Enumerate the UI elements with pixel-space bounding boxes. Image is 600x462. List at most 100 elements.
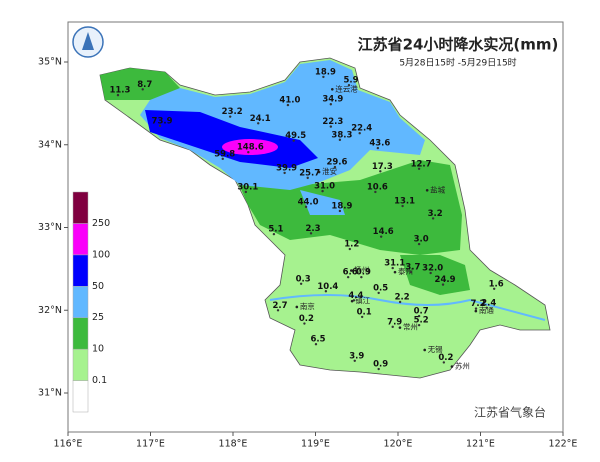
station-value: 23.2 <box>222 107 243 117</box>
source: 江苏省气象台 <box>474 405 546 420</box>
station-value: 22.3 <box>322 117 343 127</box>
station-dot <box>116 93 120 97</box>
station-value: 22.4 <box>351 124 372 134</box>
station-dot <box>286 103 290 107</box>
city-name: 常州 <box>403 323 418 332</box>
city-dot <box>317 170 321 174</box>
station-value: 29.6 <box>326 158 347 168</box>
city-name: 泰州 <box>398 266 413 276</box>
station-dot <box>346 275 350 279</box>
station-value: 0.2 <box>438 353 453 363</box>
station-dot <box>358 132 361 135</box>
city-dot <box>423 348 427 352</box>
station-value: 34.9 <box>322 95 343 105</box>
station-dot <box>283 171 286 175</box>
legend-label: 50 <box>92 281 104 292</box>
station-value: 6.5 <box>310 335 325 345</box>
legend-label: 100 <box>92 249 110 260</box>
station-dot <box>431 217 435 220</box>
lat-tick-label: 32°N <box>38 305 62 316</box>
lon-tick-label: 118°E <box>219 439 248 450</box>
station-value: 24.1 <box>250 114 271 124</box>
legend-swatch <box>72 254 89 287</box>
station-value: 2.4 <box>481 298 496 308</box>
city-name: 扬州 <box>354 265 369 275</box>
station-value: 3.0 <box>414 235 429 245</box>
station-value: 49.5 <box>285 131 306 141</box>
legend-swatch <box>72 191 89 224</box>
station-value: 7.9 <box>387 317 402 327</box>
city-dot <box>450 365 454 368</box>
station-dot <box>338 138 342 142</box>
station-value: 5.2 <box>414 316 429 326</box>
station-value: 31.0 <box>314 182 335 192</box>
lat-tick-label: 35°N <box>38 57 62 68</box>
rain-zone <box>145 110 318 168</box>
legend-label: 250 <box>92 218 110 229</box>
lat-tick-label: 31°N <box>38 388 62 399</box>
station-value: 1.6 <box>489 279 504 289</box>
station-dot <box>304 205 308 209</box>
city-name: 无锡 <box>428 345 443 354</box>
station-value: 43.6 <box>369 139 390 149</box>
station-value: 31.1 <box>384 259 405 269</box>
station-value: 10.4 <box>317 282 338 292</box>
station-dot <box>292 139 295 142</box>
station-dot <box>221 157 224 161</box>
legend-label: 0.1 <box>92 375 107 386</box>
station-value: 18.9 <box>315 67 336 77</box>
station-value: 12.7 <box>411 159 432 169</box>
station-dot <box>485 306 488 310</box>
station-value: 8.7 <box>137 80 152 90</box>
station-value: 59.8 <box>214 149 235 159</box>
station-value: 5.9 <box>343 76 358 86</box>
city-dot <box>425 188 429 192</box>
station-value: 3.9 <box>349 351 364 361</box>
station-dot <box>353 359 356 362</box>
station-dot <box>347 84 351 87</box>
station-dot <box>324 290 328 293</box>
station-dot <box>321 189 324 193</box>
station-value: 3.7 <box>405 263 420 273</box>
city-name: 连云港 <box>335 83 358 93</box>
station-dot <box>141 88 144 91</box>
station-dot <box>314 343 318 346</box>
station-dot <box>401 204 404 208</box>
station-dot <box>379 170 382 173</box>
station-dot <box>398 300 402 304</box>
station-dot <box>244 190 248 194</box>
station-value: 0.9 <box>373 360 388 370</box>
station-dot <box>379 235 383 238</box>
city-name: 镇江 <box>355 295 370 305</box>
station-dot <box>158 124 162 127</box>
station-dot <box>333 165 337 169</box>
station-value: 2.7 <box>272 301 287 311</box>
station-value: 10.6 <box>367 182 388 192</box>
legend-swatch <box>72 286 89 318</box>
legend-label: 10 <box>92 344 104 355</box>
station-dot <box>338 209 342 213</box>
station-dot <box>360 275 363 279</box>
city-dot <box>393 270 397 274</box>
station-dot <box>276 309 280 312</box>
station-dot <box>417 314 421 318</box>
station-value: 73.9 <box>152 116 173 126</box>
subtitle: 5月28日15时 -5月29日15时 <box>399 57 516 69</box>
station-dot <box>360 315 364 319</box>
station-dot <box>228 115 232 118</box>
station-dot <box>417 323 421 327</box>
station-dot <box>247 151 250 154</box>
station-value: 17.3 <box>372 162 393 172</box>
city-dot <box>398 326 402 329</box>
station-dot <box>442 361 446 364</box>
city-name: 淮安 <box>322 166 337 176</box>
city-dot <box>331 88 334 91</box>
station-dot <box>376 146 380 150</box>
station-dot <box>474 307 478 310</box>
city-name: 南通 <box>479 305 494 315</box>
station-value: 148.6 <box>237 143 264 153</box>
title: 江苏省24小时降水实况(mm) <box>358 36 559 54</box>
lon-tick-label: 117°E <box>136 439 165 450</box>
station-value: 2.2 <box>395 293 410 303</box>
lon-tick-label: 121°E <box>466 439 495 450</box>
